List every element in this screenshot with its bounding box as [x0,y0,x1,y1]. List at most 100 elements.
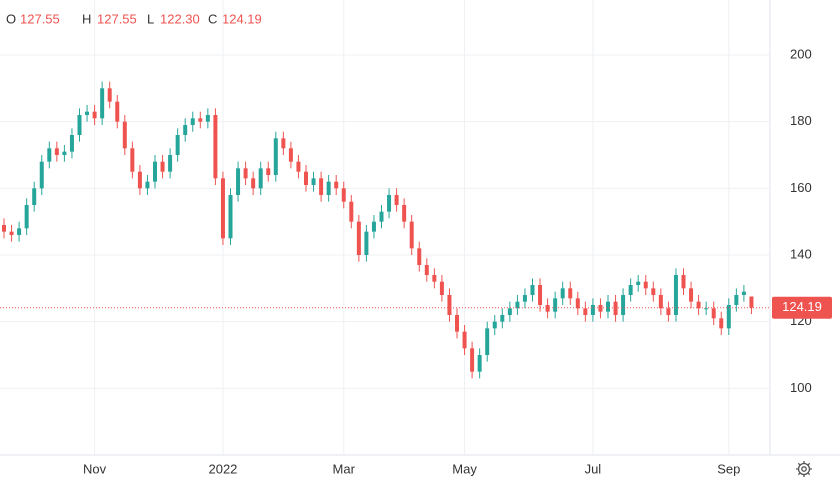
candle-body [515,301,520,309]
candle-body [681,275,686,289]
candle-body [439,281,444,295]
candle-body [32,188,37,205]
candle-body [341,188,346,202]
candle-body [54,148,59,155]
candle-body [160,161,165,172]
y-tick-label: 200 [790,46,812,61]
candle-body [651,288,656,295]
candle-body [92,111,97,119]
candle-body [726,305,731,329]
candle-body [658,295,663,309]
candle-body [115,101,120,122]
candle-body [69,135,74,152]
open-letter: O [6,11,16,26]
candle-body [356,221,361,255]
candle-body [485,328,490,355]
candle-body [417,248,422,265]
candle-body [643,281,648,289]
low-value: 122.30 [160,11,200,26]
candle-body [304,171,308,185]
candle-body [100,88,105,119]
candle-body [598,305,603,312]
candle-body [673,275,678,315]
candle-body [613,301,618,315]
candle-body [621,295,626,315]
candle-body [311,178,316,185]
candle-body [145,181,150,189]
candle-body [107,88,112,102]
candle-body [477,355,482,372]
y-tick-label: 140 [790,246,812,261]
candle-body [530,285,535,295]
candle-body [168,155,173,172]
candle-body [696,301,701,309]
candle-body [319,178,324,195]
candle-body [522,295,527,302]
candle-body [447,295,452,315]
candle-body [590,305,595,315]
candle-body [205,115,210,122]
x-tick-label: Sep [717,461,740,476]
candle-body [243,168,248,179]
close-letter: C [208,11,217,26]
candle-body [711,308,716,319]
candle-body [689,288,694,302]
candle-body [183,125,188,135]
candle-body [583,308,588,315]
candle-body [364,231,369,255]
candle-body [266,168,271,175]
y-tick-label: 160 [790,180,812,195]
y-tick-label: 180 [790,113,812,128]
candle-body [379,211,384,222]
x-tick-label: Jul [585,461,602,476]
candle-body [545,305,550,312]
candle-body [213,115,218,179]
candle-body [2,225,6,232]
candle-body [606,301,610,312]
candle-body [432,275,437,282]
candle-body [492,321,497,329]
high-letter: H [82,11,91,26]
candle-body [251,178,256,189]
candle-body [371,221,376,232]
open-value: 127.55 [20,11,60,26]
candle-body [220,178,225,239]
candle-body [666,308,671,315]
candle-body [387,195,392,212]
low-letter: L [147,11,154,26]
candle-body [258,168,263,189]
candle-body [455,315,459,332]
candle-body [749,296,754,308]
candle-body [190,118,195,125]
candle-body [288,148,293,162]
candle-body [228,195,233,239]
candle-body [39,161,44,189]
x-tick-label: 2022 [208,461,237,476]
candle-body [734,295,739,305]
candle-body [198,118,203,122]
candle-body [334,181,339,189]
candle-body [175,135,180,155]
candle-body [470,348,475,372]
candle-body [538,285,543,305]
candle-body [636,281,641,285]
candle-body [424,265,429,275]
candle-body [17,228,22,235]
candle-body [153,161,157,182]
candle-body [9,231,14,235]
settings-icon[interactable] [796,461,812,477]
candle-body [326,181,331,195]
candle-body [85,111,90,115]
candle-body [704,308,709,310]
candle-body [236,168,241,195]
x-tick-label: Nov [83,461,107,476]
candle-body [130,148,135,172]
candle-body [281,138,286,149]
candle-body [349,201,354,222]
candle-body [575,298,580,309]
candle-body [137,171,142,189]
candle-body [77,115,82,135]
candle-body [462,331,467,349]
close-value: 124.19 [222,11,262,26]
candle-body [409,221,414,249]
